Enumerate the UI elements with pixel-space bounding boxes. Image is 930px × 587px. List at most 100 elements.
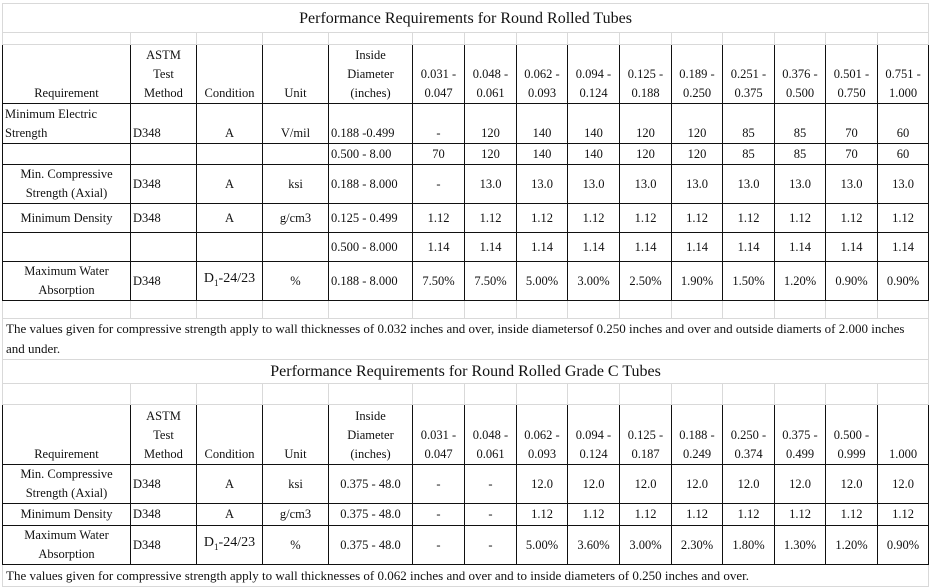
cell-value: 3.00%: [619, 525, 672, 565]
requirement-text: Absorption: [38, 283, 95, 297]
condition-text: A: [224, 507, 235, 521]
requirement-text: Maximum Water: [24, 264, 109, 278]
empty-cell: [567, 300, 620, 319]
cell-requirement: [2, 232, 131, 262]
header-wall-range: 0.376 - 0.500: [774, 44, 826, 104]
empty-cell: [876, 32, 930, 45]
empty-cell: [619, 300, 672, 319]
cell-condition: D1-24/23: [196, 261, 263, 301]
header-astm-method: ASTM Test Method: [130, 44, 197, 104]
condition-text: A: [224, 210, 235, 225]
cell-value: 1.12: [516, 503, 568, 526]
cell-value: 5.00%: [516, 525, 568, 565]
header-wall-range: 0.031 - 0.047: [412, 44, 465, 104]
header-text: Requirement: [34, 86, 99, 100]
header-text: Condition: [204, 447, 255, 461]
cell-value: 0.90%: [825, 261, 878, 301]
header-text: Inside: [355, 48, 386, 62]
empty-cell: [722, 383, 775, 405]
cell-test-method: D348: [130, 525, 197, 565]
header-text: 0.189 -: [679, 67, 715, 81]
cell-value: 1.14: [516, 232, 568, 262]
cell-value: 1.12: [876, 503, 930, 526]
empty-cell: [412, 300, 465, 319]
footnote: The values given for compressive strengt…: [1, 318, 930, 360]
table-row: Maximum Water Absorption D348 D1-24/23% 0.37…: [2, 525, 930, 565]
cell-value: 1.20%: [774, 261, 826, 301]
header-wall-range: 0.251 - 0.375: [722, 44, 775, 104]
empty-cell: [876, 383, 930, 405]
cell-inside-diameter: 0.125 - 0.499: [328, 203, 413, 233]
header-text: 0.751 -: [885, 67, 921, 81]
condition-text: A: [224, 126, 235, 140]
cell-test-method: D348: [130, 203, 197, 233]
cell-test-method: [130, 143, 197, 165]
requirement-text: Absorption: [38, 547, 95, 561]
header-condition: Condition: [196, 404, 263, 465]
header-text: 0.124: [579, 447, 608, 461]
empty-cell: [774, 300, 826, 319]
empty-cell: [671, 32, 723, 45]
cell-value: 1.12: [567, 503, 620, 526]
cell-test-method: D348: [130, 261, 197, 301]
cell-value: 70: [825, 143, 878, 165]
cell-value: 13.0: [722, 164, 775, 204]
header-text: 0.061: [476, 447, 505, 461]
empty-cell: [516, 32, 568, 45]
empty-cell: [567, 32, 620, 45]
header-text: Test: [153, 428, 174, 442]
header-text: 0.250 -: [730, 428, 767, 442]
empty-cell: [130, 300, 197, 319]
cell-value: 85: [722, 103, 775, 144]
title-row: Performance Requirements for Round Rolle…: [1, 3, 930, 33]
cell-condition: [196, 143, 263, 165]
cell-requirement: Maximum Water Absorption: [2, 525, 131, 565]
header-text: Diameter: [347, 67, 394, 81]
condition-text: D1-24/23: [203, 535, 256, 552]
cell-unit: g/cm3: [262, 203, 329, 233]
cell-value: 3.60%: [567, 525, 620, 565]
cell-value: 1.14: [671, 232, 723, 262]
header-wall-range: 0.094 - 0.124: [567, 404, 620, 465]
header-row: Requirement ASTM Test Method Condition Unit In…: [2, 404, 930, 465]
cell-value: 60: [876, 103, 930, 144]
condition-text: A: [224, 476, 235, 491]
cell-value: 1.30%: [774, 525, 826, 565]
empty-cell: [130, 32, 197, 45]
header-text: Inside: [355, 409, 386, 423]
header-wall-range: 0.188 - 0.249: [671, 404, 723, 465]
header-wall-range: 0.189 - 0.250: [671, 44, 723, 104]
empty-row: [2, 32, 930, 45]
header-text: 0.061: [476, 86, 505, 100]
header-text: 0.124: [579, 86, 608, 100]
requirement-text: Strength: [5, 126, 48, 140]
empty-cell: [130, 383, 197, 405]
empty-cell: [876, 300, 930, 319]
cell-requirement: Minimum Density: [2, 203, 131, 233]
cell-inside-diameter: 0.500 - 8.00: [328, 143, 413, 165]
empty-cell: [262, 300, 329, 319]
cell-value: 1.14: [567, 232, 620, 262]
cell-value: 1.12: [464, 203, 517, 233]
cell-value: 12.0: [671, 464, 723, 504]
empty-cell: [825, 32, 878, 45]
cell-unit: g/cm3: [262, 503, 329, 526]
header-wall-range: 0.501 - 0.750: [825, 44, 878, 104]
cell-test-method: D348: [130, 464, 197, 504]
header-wall-range: 1.000: [876, 404, 930, 465]
header-wall-range: 0.125 - 0.188: [619, 44, 672, 104]
cell-requirement: [2, 143, 131, 165]
cell-condition: A: [196, 464, 263, 504]
requirement-text: Min. Compressive: [20, 167, 113, 181]
empty-cell: [2, 32, 131, 45]
empty-cell: [2, 300, 131, 319]
header-wall-range: 0.751 - 1.000: [876, 44, 930, 104]
cell-unit: ksi: [262, 464, 329, 504]
header-text: Condition: [204, 86, 255, 100]
header-requirement: Requirement: [2, 404, 131, 465]
header-unit: Unit: [262, 44, 329, 104]
cell-value: 13.0: [671, 164, 723, 204]
cell-value: 1.50%: [722, 261, 775, 301]
